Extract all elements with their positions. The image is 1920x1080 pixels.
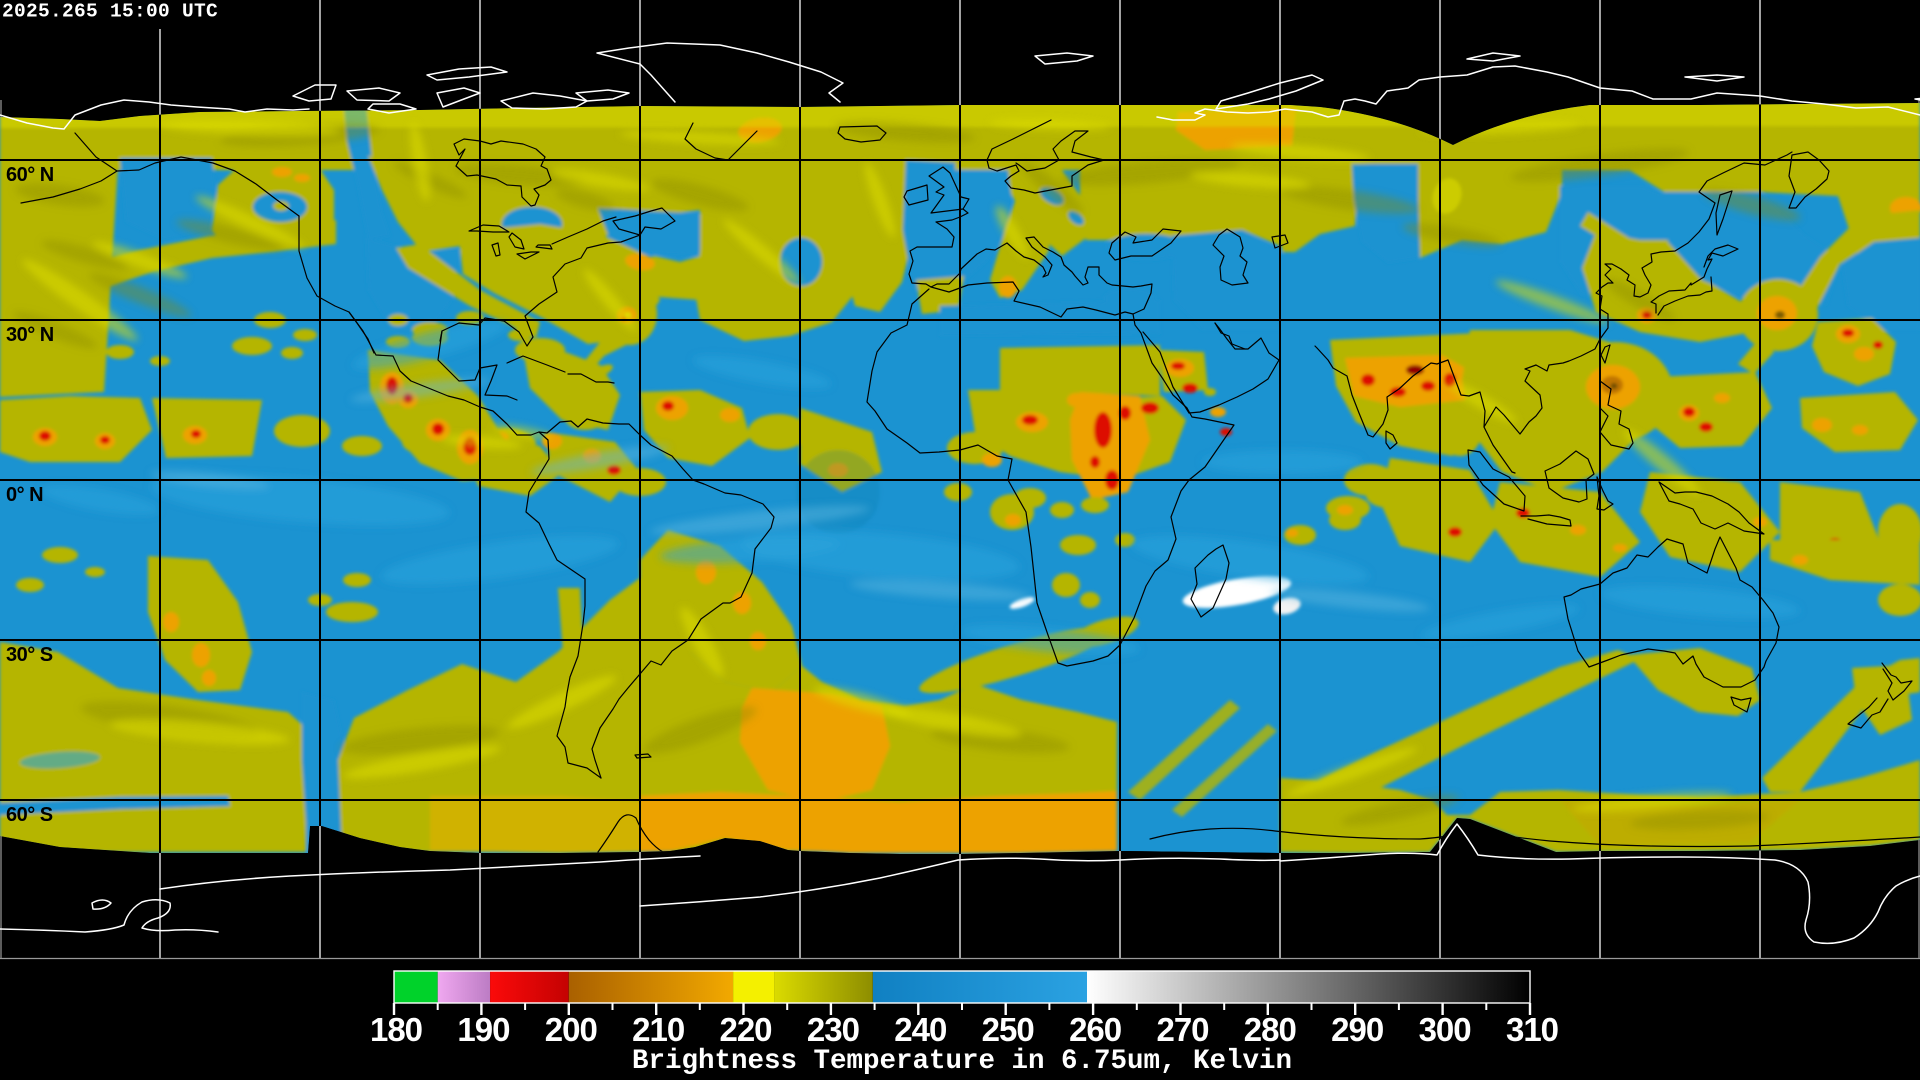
svg-text:280: 280 (1244, 1011, 1296, 1048)
svg-text:200: 200 (545, 1011, 597, 1048)
svg-text:220: 220 (719, 1011, 771, 1048)
svg-text:2025.265 15:00 UTC: 2025.265 15:00 UTC (2, 1, 218, 23)
svg-text:60° N: 60° N (6, 164, 54, 186)
svg-text:290: 290 (1331, 1011, 1383, 1048)
svg-text:210: 210 (632, 1011, 684, 1048)
svg-text:270: 270 (1156, 1011, 1208, 1048)
svg-text:250: 250 (982, 1011, 1034, 1048)
svg-text:310: 310 (1506, 1011, 1558, 1048)
svg-text:300: 300 (1419, 1011, 1471, 1048)
svg-text:Brightness Temperature in 6.75: Brightness Temperature in 6.75um, Kelvin (632, 1046, 1292, 1077)
svg-text:180: 180 (370, 1011, 422, 1048)
svg-text:30° S: 30° S (6, 644, 53, 666)
svg-text:260: 260 (1069, 1011, 1121, 1048)
svg-text:240: 240 (894, 1011, 946, 1048)
svg-text:190: 190 (457, 1011, 509, 1048)
svg-text:230: 230 (807, 1011, 859, 1048)
svg-text:30° N: 30° N (6, 324, 54, 346)
svg-text:0° N: 0° N (6, 484, 43, 506)
svg-text:60° S: 60° S (6, 804, 53, 826)
